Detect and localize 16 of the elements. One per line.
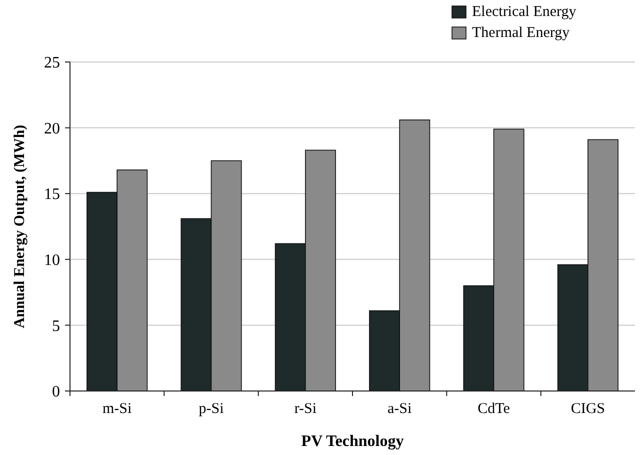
legend-label: Electrical Energy [472,4,577,20]
x-tick-label: r-Si [294,401,317,417]
x-tick-label: CdTe [478,401,510,417]
y-tick-label: 15 [44,186,60,204]
x-axis-title: PV Technology [301,433,404,450]
legend-label: Thermal Energy [472,25,570,41]
y-tick-label: 20 [44,120,60,138]
x-tick-label: CIGS [570,401,606,417]
y-tick-label: 0 [52,384,60,401]
y-axis-title: Annual Energy Output, (MWh) [12,124,28,328]
y-tick-label: 10 [44,252,60,269]
y-tick-label: 25 [44,54,60,72]
x-tick-label: m-Si [102,401,132,417]
y-tick-label: 5 [52,318,60,335]
x-tick-label: p-Si [198,401,224,417]
x-tick-label: a-Si [387,401,412,417]
